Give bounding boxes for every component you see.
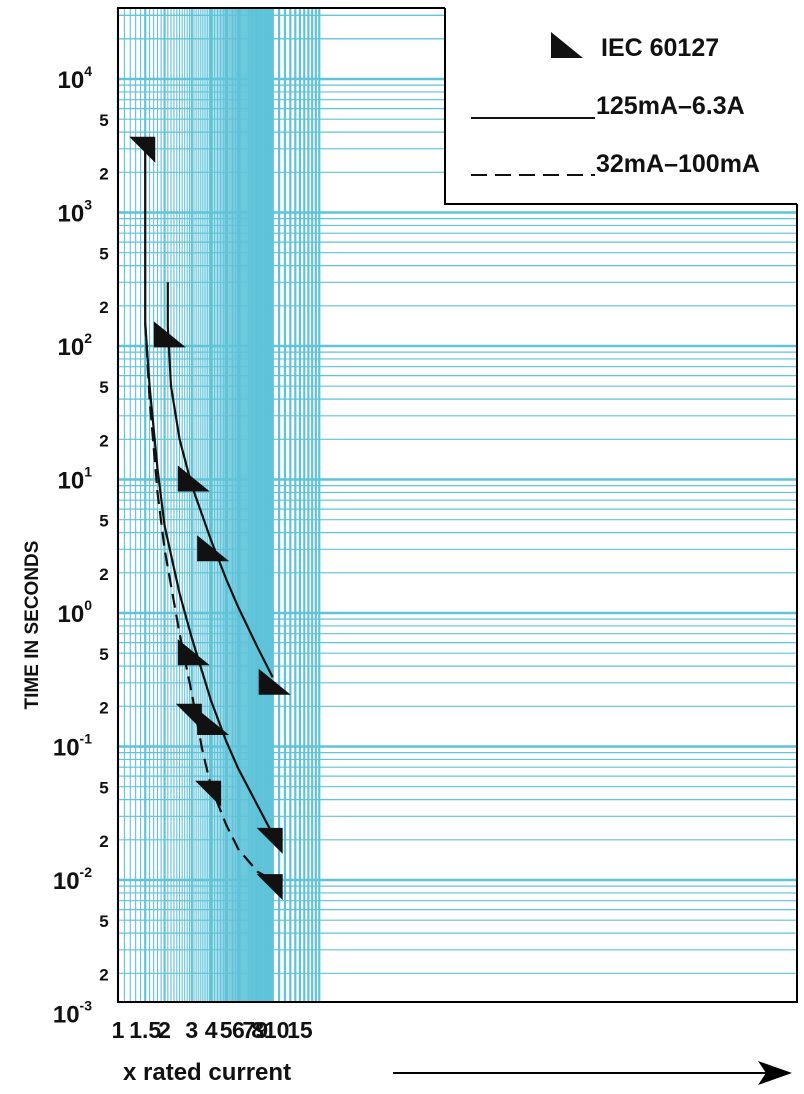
y-axis-label: TIME IN SECONDS	[22, 541, 43, 710]
iec-marker	[256, 827, 283, 854]
x-tick-label: 8	[251, 1017, 264, 1043]
y-tick-label-minor: 5	[99, 912, 108, 931]
legend-box	[445, 4, 804, 204]
iec-marker	[197, 708, 230, 735]
y-tick-label-major: 103	[58, 197, 93, 228]
legend-entry-solid: 125mA–6.3A	[596, 92, 745, 120]
y-tick-label-minor: 2	[99, 298, 108, 317]
y-tick-label-minor: 2	[99, 431, 108, 450]
x-tick-label: 3	[185, 1017, 198, 1043]
y-tick-label-minor: 5	[99, 378, 108, 397]
x-tick-label: 1.5	[129, 1017, 161, 1043]
y-tick-label-minor: 2	[99, 164, 108, 183]
x-tick-label: 1	[112, 1017, 125, 1043]
legend-box-border	[444, 8, 797, 205]
y-tick-label-major: 10-2	[53, 864, 92, 895]
iec-marker	[129, 136, 156, 163]
y-tick-label-minor: 5	[99, 111, 108, 130]
legend: IEC 60127 125mA–6.3A 32mA–100mA	[444, 4, 804, 205]
x-tick-label: 9	[255, 1017, 268, 1043]
iec-marker	[153, 321, 186, 348]
x-axis-label: x rated current	[123, 1059, 291, 1086]
y-tick-label-minor: 5	[99, 779, 108, 798]
iec-marker	[175, 703, 202, 730]
y-tick-label-minor: 2	[99, 965, 108, 984]
x-axis-arrow-head	[758, 1061, 792, 1085]
axis-labels: TIME IN SECONDS x rated current	[22, 541, 792, 1086]
y-tick-label-major: 102	[58, 330, 93, 361]
series-curve-3	[166, 282, 274, 678]
tick-labels: 1 1.52 3 4 5 6789101510-32510-22510-125100251…	[53, 63, 313, 1043]
legend-marker-symbol	[551, 32, 583, 58]
y-tick-label-minor: 2	[99, 698, 108, 717]
y-tick-label-major: 101	[58, 464, 93, 495]
iec-marker	[258, 668, 291, 695]
y-tick-label-minor: 2	[99, 565, 108, 584]
iec-marker	[195, 780, 222, 807]
iec-marker	[197, 535, 230, 562]
x-tick-label: 15	[287, 1017, 313, 1043]
y-tick-label-major: 10-1	[53, 731, 92, 762]
x-tick-label: 6	[232, 1017, 245, 1043]
x-tick-label: 2	[158, 1017, 171, 1043]
x-tick-label: 7	[242, 1017, 255, 1043]
iec-marker	[256, 874, 283, 901]
legend-entry-iec: IEC 60127	[601, 34, 719, 62]
legend-entry-dashed: 32mA–100mA	[596, 150, 760, 178]
y-tick-label-major: 104	[58, 63, 93, 94]
iec-marker	[177, 639, 210, 666]
y-tick-label-minor: 5	[99, 245, 108, 264]
y-tick-label-minor: 5	[99, 512, 108, 531]
y-tick-label-major: 100	[58, 597, 93, 628]
y-tick-label-minor: 2	[99, 832, 108, 851]
x-tick-label: 5	[220, 1017, 233, 1043]
x-tick-label: 10	[264, 1017, 290, 1043]
x-tick-label: 4	[205, 1017, 218, 1043]
y-tick-label-minor: 5	[99, 645, 108, 664]
iec-marker	[177, 465, 210, 492]
y-tick-label-major: 10-3	[53, 998, 92, 1029]
iec-marker-layer	[129, 136, 291, 901]
